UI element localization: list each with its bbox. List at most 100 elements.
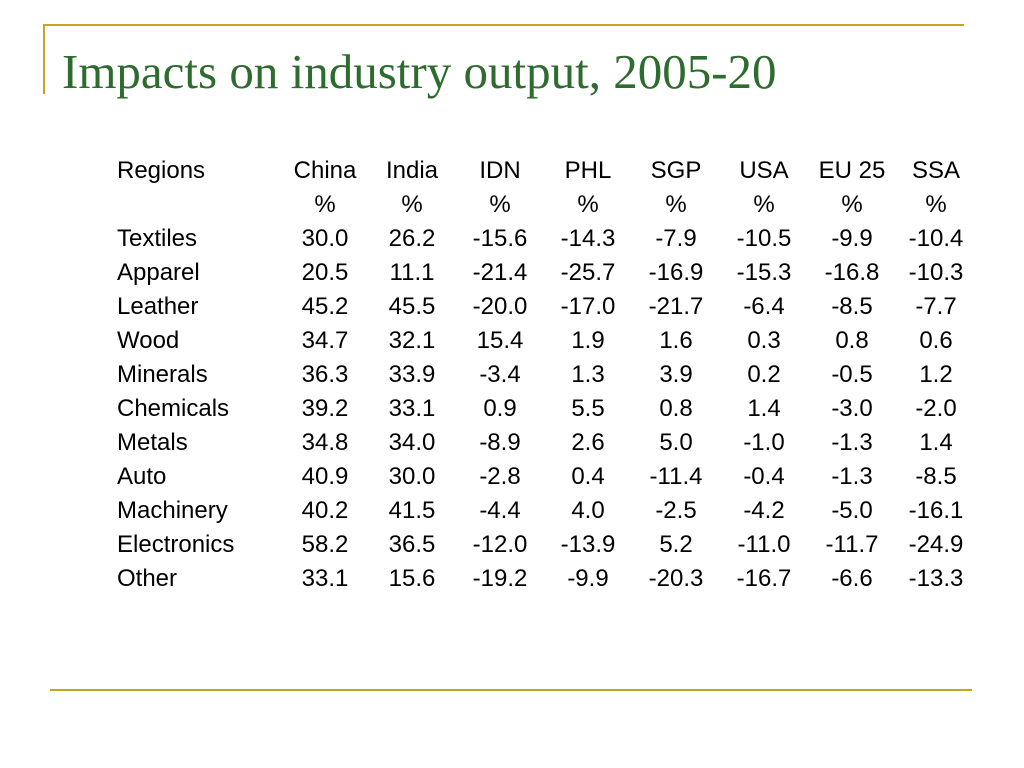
table-cell: 0.6 [919,327,953,354]
regions-header: Regions [117,157,206,184]
table-cell: -10.5 [736,225,792,252]
table-cell: -13.9 [560,531,616,558]
table-cell: -3.0 [831,395,873,422]
unit-china: % [314,191,336,218]
table-cell: -8.5 [915,463,957,490]
table-cell: 33.1 [301,565,349,592]
table-cell: -15.3 [736,259,792,286]
table-cell: -12.0 [472,531,528,558]
table-cell: -20.0 [472,293,528,320]
table-cell: -14.3 [560,225,616,252]
unit-phl: % [577,191,599,218]
table-cell: -0.4 [743,463,785,490]
table-cell: 5.2 [659,531,693,558]
table-cell: -16.8 [824,259,880,286]
table-cell: 11.1 [389,259,435,286]
table-cell: -8.5 [831,293,873,320]
row-label: Textiles [117,225,198,252]
table-cell: -1.0 [743,429,785,456]
table-header-row: Regions China India IDN PHL SGP USA EU 2… [110,154,976,188]
row-label: Other [117,565,178,592]
column-header-idn: IDN [479,157,521,184]
column-header-usa: USA [739,157,789,184]
column-header-ssa: SSA [911,157,961,184]
table-cell: 1.2 [919,361,953,388]
table-cell: 3.9 [659,361,693,388]
row-label: Auto [117,463,167,490]
column-header-phl: PHL [564,157,612,184]
table-cell: -11.0 [737,531,791,558]
table-cell: -1.3 [831,429,873,456]
table-cell: 40.2 [301,497,349,524]
table-cell: -20.3 [648,565,704,592]
table-cell: 1.6 [659,327,693,354]
table-cell: -4.2 [743,497,785,524]
table-cell: -10.4 [908,225,964,252]
table-cell: -25.7 [560,259,616,286]
bottom-rule [50,689,972,691]
table-cell: -6.6 [831,565,873,592]
table-cell: 1.3 [571,361,605,388]
table-cell: 41.5 [388,497,436,524]
table-body: Textiles 30.0 26.2 -15.6 -14.3 -7.9 -10.5 -9.9 -… [110,222,976,596]
row-label: Machinery [117,497,228,524]
table-cell: -11.4 [649,463,703,490]
unit-ssa: % [925,191,947,218]
table-cell: 36.5 [388,531,436,558]
row-label: Wood [117,327,180,354]
unit-row-spacer [110,188,282,222]
table-cell: 30.0 [388,463,436,490]
table-cell: 33.1 [388,395,436,422]
table-row: Wood 34.7 32.1 15.4 1.9 1.6 0.3 0.8 0.6 [110,324,976,358]
table-cell: -16.9 [648,259,704,286]
row-label: Electronics [117,531,235,558]
table-cell: -2.0 [915,395,957,422]
table-cell: 20.5 [301,259,349,286]
table-cell: 5.5 [571,395,605,422]
table-row: Chemicals 39.2 33.1 0.9 5.5 0.8 1.4 -3.0 -2.0 [110,392,976,426]
table-cell: 1.4 [747,395,781,422]
table-cell: 0.2 [747,361,781,388]
table-cell: 0.4 [571,463,605,490]
table-cell: -13.3 [908,565,964,592]
table-row: Auto 40.9 30.0 -2.8 0.4 -11.4 -0.4 -1.3 -8.5 [110,460,976,494]
table-cell: -11.7 [825,531,879,558]
table-cell: -4.4 [479,497,521,524]
table-cell: -2.5 [655,497,697,524]
table-cell: -21.4 [472,259,528,286]
column-header-india: India [385,157,439,184]
table-cell: -10.3 [908,259,964,286]
table-cell: -3.4 [479,361,521,388]
table-cell: 33.9 [388,361,436,388]
table-cell: 0.8 [659,395,693,422]
table-cell: 0.3 [747,327,781,354]
table-cell: 0.9 [483,395,517,422]
table-unit-row: % % % % % % % % [110,188,976,222]
table-cell: -16.7 [736,565,792,592]
table-cell: -2.8 [479,463,521,490]
row-label: Chemicals [117,395,230,422]
table-cell: 30.0 [301,225,349,252]
table-cell: -9.9 [831,225,873,252]
unit-india: % [401,191,423,218]
table-row: Apparel 20.5 11.1 -21.4 -25.7 -16.9 -15.3 -16.8… [110,256,976,290]
column-header-china: China [293,157,357,184]
slide-title: Impacts on industry output, 2005-20 [62,44,777,99]
table-cell: 32.1 [388,327,436,354]
table-cell: -6.4 [743,293,785,320]
table-cell: -15.6 [472,225,528,252]
table-cell: 15.4 [476,327,524,354]
table-cell: 1.9 [571,327,605,354]
table-cell: 4.0 [571,497,605,524]
row-label: Metals [117,429,188,456]
table-row: Minerals 36.3 33.9 -3.4 1.3 3.9 0.2 -0.5 1.2 [110,358,976,392]
row-label: Apparel [117,259,200,286]
table-cell: 1.4 [919,429,953,456]
table-cell: -17.0 [560,293,616,320]
table-cell: 0.8 [835,327,869,354]
table-row: Electronics 58.2 36.5 -12.0 -13.9 5.2 -11.0 -11… [110,528,976,562]
table-cell: 5.0 [659,429,693,456]
table-row: Leather 45.2 45.5 -20.0 -17.0 -21.7 -6.4 -8.5 -7… [110,290,976,324]
table-cell: -7.7 [915,293,957,320]
table-cell: -5.0 [831,497,873,524]
